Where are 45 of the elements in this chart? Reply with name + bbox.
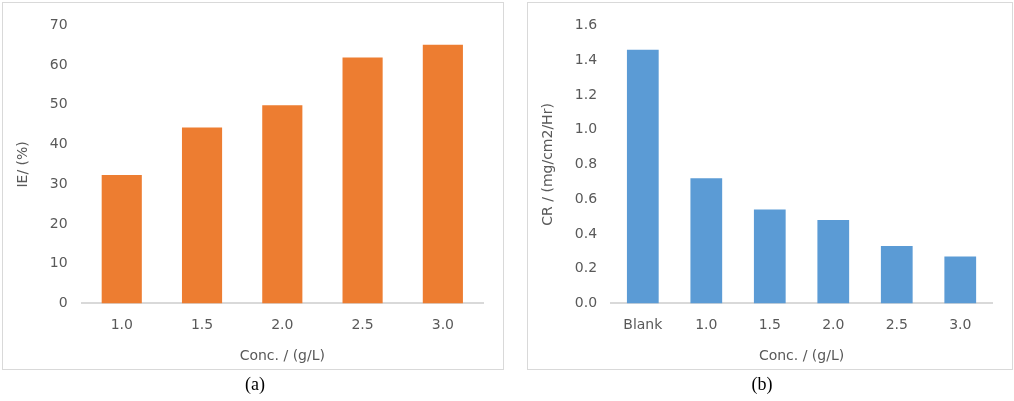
x-tick-label: 2.5 [351, 316, 374, 333]
y-tick-label: 0.0 [574, 294, 598, 311]
y-tick-label: 60 [49, 55, 68, 72]
x-axis-title: Conc. / (g/L) [239, 347, 325, 364]
y-axis-title: IE/ (%) [14, 141, 31, 188]
x-axis-title: Conc. / (g/L) [758, 347, 845, 364]
bar [690, 178, 723, 304]
bar [101, 175, 142, 304]
y-axis-title: CR / (mg/cm2/Hr) [539, 103, 556, 226]
y-tick-label: 70 [49, 16, 68, 33]
bar [944, 256, 977, 304]
y-tick-label: 30 [49, 174, 68, 191]
y-tick-label: 0.4 [574, 224, 598, 241]
bar [626, 49, 659, 304]
y-tick-label: 40 [49, 135, 68, 152]
x-tick-label: 1.0 [110, 316, 133, 333]
text: (b) [750, 374, 774, 395]
bar [181, 127, 223, 304]
bar [753, 209, 786, 304]
y-tick-label: 0.8 [574, 155, 598, 172]
y-tick-label: 0.6 [574, 189, 598, 206]
x-tick-label: 1.5 [758, 316, 781, 333]
bar [422, 44, 463, 304]
bar [262, 105, 303, 304]
x-tick-label: 3.0 [949, 316, 972, 333]
y-tick-label: 1.2 [574, 85, 598, 102]
x-tick-label: 2.5 [885, 316, 908, 333]
x-tick-label: 2.0 [822, 316, 845, 333]
y-tick-label: 0.2 [574, 259, 598, 276]
y-tick-label: 50 [49, 95, 68, 112]
bar [342, 57, 383, 304]
x-tick-label: Blank [623, 316, 664, 333]
x-tick-label: 3.0 [431, 316, 454, 333]
x-tick-label: 2.0 [271, 316, 294, 333]
y-tick-label: 1.6 [574, 16, 598, 33]
x-tick-label: 1.0 [695, 316, 718, 333]
y-tick-label: 10 [49, 254, 68, 271]
y-tick-label: 1.4 [574, 50, 598, 67]
x-tick-label: 1.5 [190, 316, 214, 333]
y-tick-label: 20 [49, 214, 68, 231]
y-tick-label: 0 [58, 294, 68, 311]
bar [817, 220, 850, 304]
text: (a) [244, 374, 266, 395]
bar [880, 246, 913, 304]
y-tick-label: 1.0 [574, 120, 598, 137]
